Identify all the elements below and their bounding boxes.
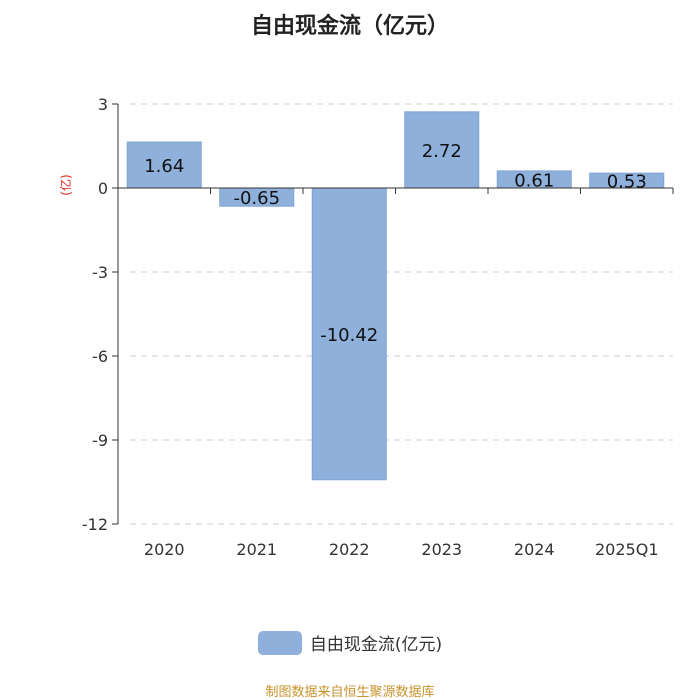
x-tick-label-2025Q1: 2025Q1: [595, 540, 659, 559]
bar-label-2024: 0.61: [514, 170, 554, 191]
y-tick-label-3: -6: [92, 347, 108, 366]
legend-label[interactable]: 自由现金流(亿元): [309, 635, 443, 655]
source-note: 制图数据来自恒生聚源数据库: [265, 685, 435, 700]
x-tick-label-2024: 2024: [514, 540, 555, 559]
x-tick-label-2021: 2021: [236, 540, 277, 559]
y-tick-label-5: -12: [82, 515, 108, 534]
legend-swatch: [257, 630, 302, 655]
bar-2023: [404, 111, 480, 189]
bar-label-2025Q1: 0.53: [607, 172, 647, 193]
chart-title: 自由现金流（亿元）: [250, 14, 449, 39]
y-axis-label: (亿): [58, 174, 73, 195]
x-tick-label-2020: 2020: [144, 540, 185, 559]
legend: 自由现金流(亿元): [0, 630, 700, 655]
y-tick-label-1: 0: [98, 179, 108, 198]
bar-label-2020: 1.64: [144, 156, 184, 177]
bar-label-2023: 2.72: [422, 141, 462, 162]
bar-label-2022: -10.42: [320, 325, 378, 346]
y-tick-label-0: 3: [98, 95, 108, 114]
y-tick-label-2: -3: [92, 263, 108, 282]
x-tick-label-2023: 2023: [421, 540, 462, 559]
x-tick-label-2022: 2022: [329, 540, 370, 559]
y-tick-label-4: -9: [92, 431, 108, 450]
bar-label-2021: -0.65: [233, 188, 280, 209]
